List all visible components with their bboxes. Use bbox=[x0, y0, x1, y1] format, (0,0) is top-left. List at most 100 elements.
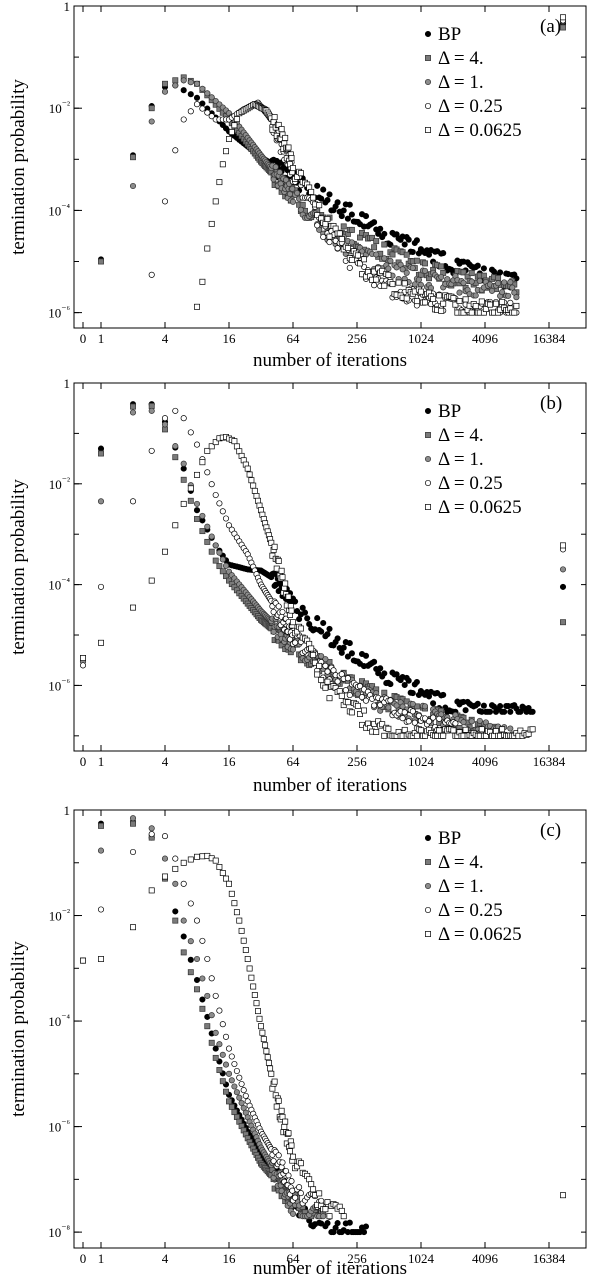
data-point bbox=[273, 565, 280, 572]
data-point bbox=[318, 653, 325, 660]
data-point bbox=[187, 485, 194, 492]
data-point bbox=[199, 937, 206, 944]
data-point bbox=[301, 609, 309, 616]
data-point bbox=[208, 1039, 215, 1046]
data-point bbox=[129, 815, 137, 822]
legend-label: Δ = 0.0625 bbox=[438, 924, 522, 945]
data-point bbox=[199, 853, 206, 860]
data-point bbox=[199, 100, 206, 107]
data-point bbox=[199, 512, 206, 519]
data-point bbox=[326, 695, 333, 702]
data-point bbox=[413, 298, 420, 305]
data-point bbox=[348, 650, 355, 657]
data-point bbox=[381, 230, 388, 237]
data-point bbox=[369, 234, 376, 241]
x-tick-label: 4096 bbox=[472, 1251, 499, 1266]
data-point bbox=[253, 493, 260, 499]
data-point bbox=[438, 307, 445, 314]
data-point bbox=[279, 1159, 286, 1166]
data-point bbox=[212, 1054, 219, 1061]
end-point bbox=[560, 619, 566, 626]
data-point bbox=[318, 1220, 325, 1227]
legend-marker bbox=[425, 432, 431, 438]
data-point bbox=[250, 983, 257, 990]
data-point bbox=[193, 955, 201, 963]
data-point bbox=[312, 659, 318, 666]
data-point bbox=[430, 714, 437, 721]
data-point bbox=[308, 645, 315, 652]
data-point bbox=[216, 500, 223, 507]
legend-marker bbox=[424, 407, 432, 415]
data-point bbox=[507, 299, 514, 306]
data-point bbox=[377, 665, 384, 672]
data-point bbox=[371, 282, 378, 289]
data-point bbox=[387, 257, 394, 264]
data-point bbox=[260, 1036, 267, 1043]
data-point bbox=[180, 460, 187, 467]
data-point bbox=[130, 820, 136, 827]
data-point bbox=[79, 662, 87, 669]
data-point bbox=[193, 101, 201, 108]
data-point bbox=[162, 548, 168, 555]
x-tick-label: 1024 bbox=[408, 1251, 435, 1266]
data-point bbox=[381, 670, 388, 677]
data-point bbox=[267, 1065, 274, 1072]
data-point bbox=[462, 726, 469, 733]
data-point bbox=[97, 498, 105, 505]
data-point bbox=[318, 628, 325, 635]
data-point bbox=[389, 281, 396, 288]
data-point bbox=[411, 281, 418, 288]
end-point bbox=[560, 14, 566, 21]
data-point bbox=[193, 441, 201, 448]
data-point bbox=[212, 557, 219, 564]
data-point bbox=[322, 684, 329, 691]
data-point bbox=[129, 409, 137, 416]
data-point bbox=[278, 567, 285, 574]
data-point bbox=[314, 182, 321, 189]
data-point bbox=[219, 1078, 226, 1085]
data-point bbox=[223, 1088, 229, 1095]
data-point bbox=[194, 516, 200, 522]
x-tick-label: 4096 bbox=[472, 331, 499, 346]
data-point bbox=[282, 1167, 290, 1175]
data-point bbox=[507, 725, 514, 732]
data-point bbox=[346, 1219, 353, 1226]
data-point bbox=[161, 833, 169, 840]
data-point bbox=[130, 924, 136, 931]
data-point bbox=[511, 309, 518, 316]
data-point bbox=[148, 447, 155, 454]
data-point bbox=[308, 188, 315, 195]
data-point bbox=[324, 216, 331, 222]
data-point bbox=[278, 1107, 285, 1114]
data-point bbox=[334, 199, 341, 206]
data-point bbox=[194, 853, 200, 860]
x-tick-label: 1024 bbox=[408, 331, 435, 346]
data-point bbox=[162, 426, 168, 433]
data-point bbox=[222, 1061, 230, 1068]
x-tick-label: 64 bbox=[287, 331, 301, 346]
data-point bbox=[344, 215, 351, 222]
data-point bbox=[248, 974, 255, 981]
data-point bbox=[212, 491, 219, 499]
data-point bbox=[288, 1178, 295, 1185]
x-tick-label: 0 bbox=[80, 331, 87, 346]
data-point bbox=[222, 1033, 230, 1040]
legend-label: Δ = 0.0625 bbox=[438, 497, 522, 518]
end-point bbox=[559, 583, 567, 590]
data-point bbox=[130, 604, 136, 611]
data-point bbox=[194, 471, 200, 478]
end-point bbox=[560, 542, 566, 549]
data-point bbox=[340, 1213, 347, 1220]
data-point bbox=[80, 957, 86, 964]
data-point bbox=[236, 1074, 243, 1081]
data-point bbox=[322, 662, 329, 669]
data-point bbox=[326, 191, 333, 198]
data-point bbox=[204, 109, 211, 116]
data-point bbox=[253, 1000, 260, 1007]
data-point bbox=[193, 507, 201, 514]
data-point bbox=[148, 577, 155, 584]
data-point bbox=[357, 260, 363, 267]
x-axis-label: number of iterations bbox=[253, 350, 407, 371]
data-point bbox=[462, 707, 469, 714]
